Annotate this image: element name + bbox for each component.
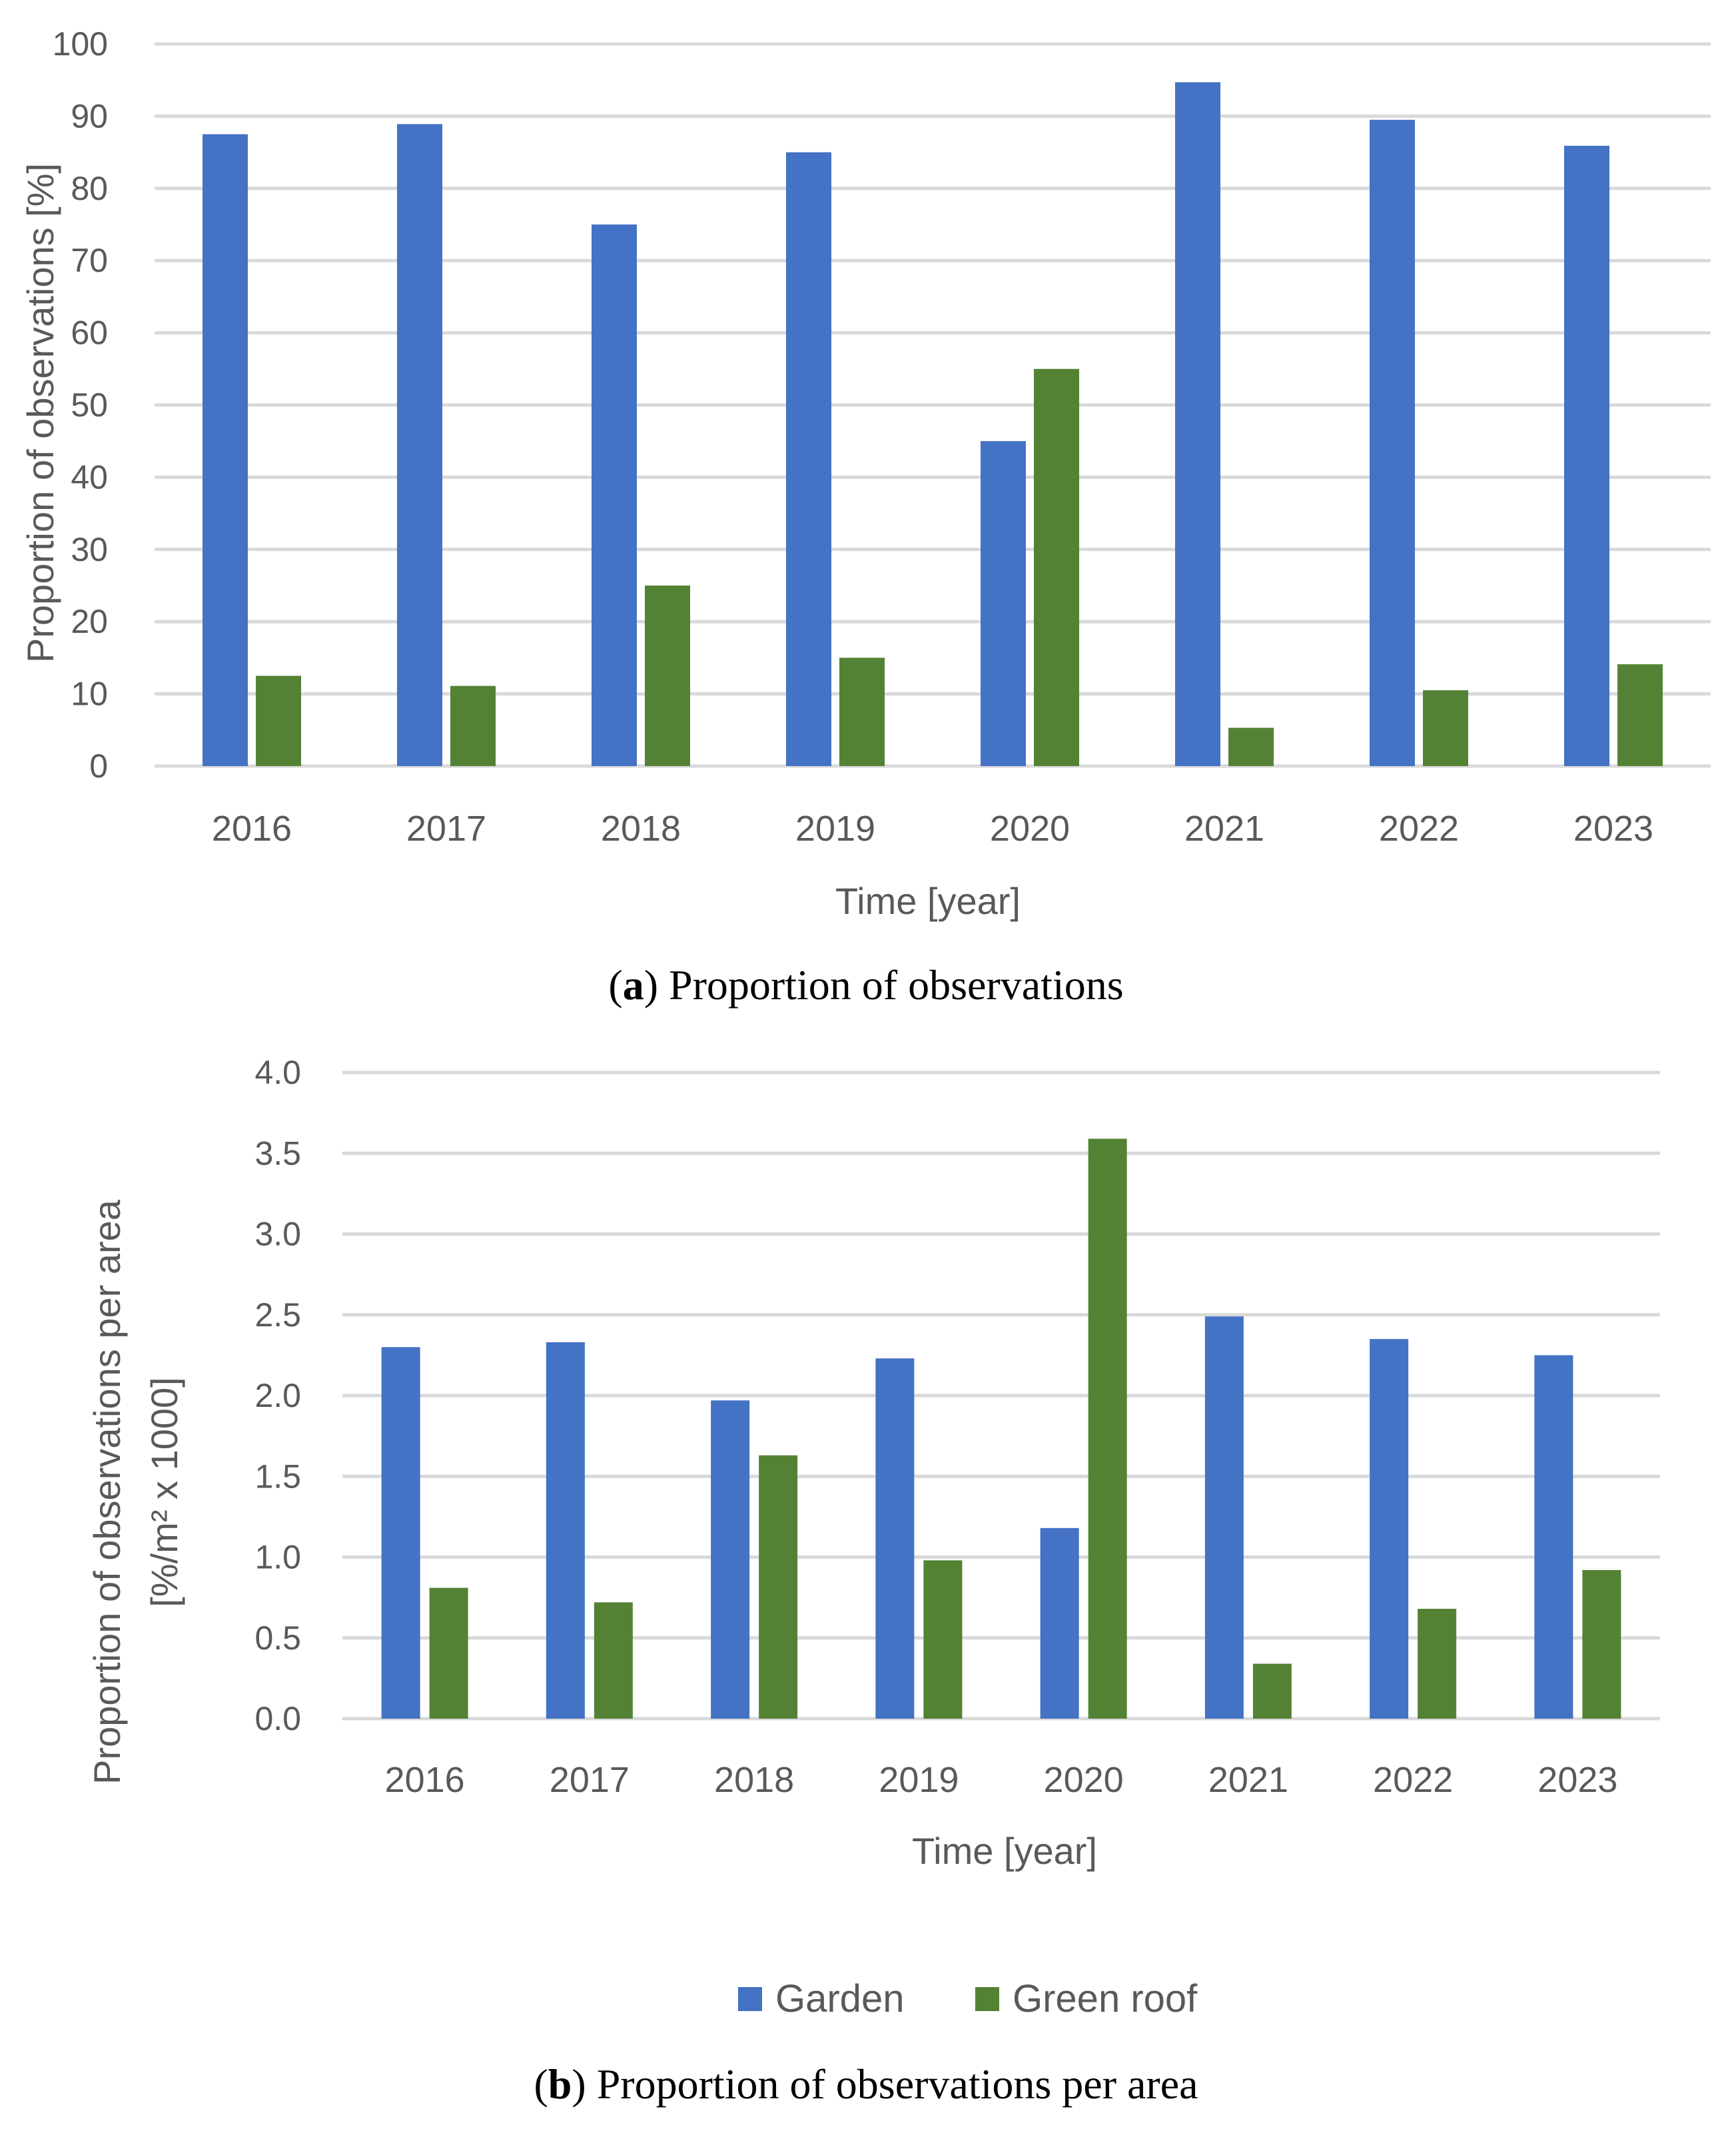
chart-a-bar-green-roof-2018 (645, 586, 690, 766)
chart-a-caption-text: Proportion of observations (669, 961, 1124, 1009)
chart-a-bar-green-roof-2020 (1034, 368, 1079, 766)
chart-a-x-tick-2020: 2020 (990, 809, 1070, 849)
chart-a-x-tick-2019: 2019 (795, 809, 875, 849)
chart-b-x-tick-2021: 2021 (1208, 1760, 1288, 1800)
chart-b-y-tick-2.0: 2.0 (254, 1377, 301, 1414)
chart-b-x-tick-2019: 2019 (879, 1760, 959, 1800)
chart-b-bar-garden-2020 (1040, 1527, 1079, 1719)
chart-b-x-tick-2017: 2017 (550, 1760, 630, 1800)
chart-b-caption-letter: b (548, 2060, 572, 2108)
chart-b-x-tick-2023: 2023 (1537, 1760, 1617, 1800)
chart-a-x-tick-2018: 2018 (601, 809, 681, 849)
legend-swatch-green-roof (975, 1987, 999, 2011)
chart-b-x-tick-2022: 2022 (1373, 1760, 1453, 1800)
legend-label-garden: Garden (775, 1977, 904, 2020)
chart-a-y-tick-10: 10 (71, 675, 108, 713)
chart-a-y-tick-50: 50 (71, 386, 108, 424)
chart-a-caption: (a) Proportion of observations (608, 961, 1123, 1009)
chart-a-x-tick-2023: 2023 (1573, 809, 1653, 849)
chart-b-bar-garden-2019 (875, 1358, 915, 1719)
chart-a-bar-garden-2018 (592, 224, 637, 766)
chart-b-bar-green-roof-2016 (429, 1587, 468, 1719)
chart-a-y-tick-labels: 0 10 20 30 40 50 60 70 80 90 100 (53, 25, 108, 785)
chart-a-bar-garden-2016 (203, 134, 248, 766)
chart-b-bar-green-roof-2018 (759, 1455, 798, 1719)
chart-a-bar-green-roof-2017 (450, 685, 496, 766)
chart-b-x-tick-2016: 2016 (385, 1760, 465, 1800)
chart-a-bars (203, 82, 1663, 767)
chart-b-bar-garden-2018 (711, 1400, 750, 1719)
legend: Garden Green roof (738, 1977, 1198, 2020)
chart-a-bar-green-roof-2023 (1617, 664, 1663, 766)
chart-a-y-tick-100: 100 (53, 25, 108, 63)
chart-b-x-tick-2018: 2018 (714, 1760, 794, 1800)
chart-b-y-tick-0.0: 0.0 (254, 1700, 301, 1737)
chart-a-bar-garden-2020 (981, 441, 1026, 766)
chart-a-x-axis-title: Time [year] (835, 880, 1021, 922)
chart-b-x-tick-labels: 2016 2017 2018 2019 2020 2021 2022 2023 (385, 1760, 1618, 1800)
chart-a-gridlines (155, 42, 1711, 768)
chart-b-bar-green-roof-2023 (1582, 1569, 1621, 1719)
chart-b-bar-garden-2021 (1204, 1316, 1244, 1719)
chart-a-caption-letter: a (623, 961, 644, 1009)
chart-a-bar-green-roof-2016 (256, 675, 301, 766)
chart-a-bar-garden-2017 (397, 124, 442, 767)
chart-a-bar-garden-2023 (1564, 145, 1609, 766)
chart-b-bar-green-roof-2017 (594, 1602, 633, 1719)
chart-a-y-tick-60: 60 (71, 314, 108, 352)
chart-b-bar-garden-2023 (1534, 1355, 1573, 1719)
chart-a-bar-garden-2019 (786, 152, 831, 767)
chart-b-y-tick-4.0: 4.0 (254, 1054, 301, 1091)
chart-b-y-axis-title-line1: Proportion of observations per area (86, 1199, 128, 1785)
chart-a-y-tick-0: 0 (89, 747, 108, 785)
chart-a-y-tick-40: 40 (71, 458, 108, 496)
chart-a-x-tick-2021: 2021 (1184, 809, 1264, 849)
chart-a-bar-green-roof-2022 (1423, 690, 1468, 766)
chart-a-y-axis-title: Proportion of observations [%] (19, 163, 61, 663)
chart-a-x-tick-2022: 2022 (1379, 809, 1459, 849)
chart-a-y-tick-90: 90 (71, 97, 108, 135)
chart-b-bars (381, 1138, 1621, 1719)
chart-b-x-axis-title: Time [year] (912, 1830, 1097, 1872)
chart-b: 0.0 0.5 1.0 1.5 2.0 2.5 3.0 3.5 4.0 2016 2017 2018… (86, 1054, 1660, 1872)
chart-b-caption: (b) Proportion of observations per area (534, 2060, 1198, 2108)
chart-a-bar-garden-2022 (1370, 119, 1415, 766)
chart-b-bar-green-roof-2019 (923, 1560, 963, 1719)
chart-a-x-tick-labels: 2016 2017 2018 2019 2020 2021 2022 2023 (212, 809, 1653, 849)
chart-a-y-tick-20: 20 (71, 603, 108, 640)
chart-a-y-tick-30: 30 (71, 531, 108, 568)
chart-b-gridlines (342, 1070, 1660, 1721)
chart-b-x-tick-2020: 2020 (1044, 1760, 1124, 1800)
chart-b-bar-garden-2022 (1370, 1339, 1409, 1719)
chart-b-y-tick-0.5: 0.5 (254, 1619, 301, 1657)
chart-b-y-axis-title: Proportion of observations per area [%/m… (86, 1199, 185, 1785)
chart-a-bar-green-roof-2021 (1228, 727, 1274, 766)
chart-a-x-tick-2017: 2017 (406, 809, 486, 849)
chart-b-y-tick-2.5: 2.5 (254, 1296, 301, 1334)
chart-b-y-tick-1.5: 1.5 (254, 1458, 301, 1495)
chart-b-bar-green-roof-2022 (1418, 1609, 1457, 1719)
chart-a-x-tick-2016: 2016 (212, 809, 292, 849)
chart-b-caption-text: Proportion of observations per area (597, 2060, 1198, 2108)
chart-a-bar-garden-2021 (1175, 82, 1220, 766)
chart-a-y-tick-80: 80 (71, 170, 108, 207)
chart-b-bar-green-roof-2020 (1088, 1138, 1127, 1719)
chart-b-bar-garden-2016 (381, 1347, 420, 1719)
chart-b-bar-green-roof-2021 (1252, 1663, 1292, 1719)
chart-a-y-tick-70: 70 (71, 242, 108, 279)
chart-b-y-tick-3.0: 3.0 (254, 1216, 301, 1253)
chart-b-y-tick-1.0: 1.0 (254, 1539, 301, 1576)
chart-a-bar-green-roof-2019 (839, 657, 885, 766)
chart-b-y-axis-title-line2: [%/m² x 1000] (143, 1377, 185, 1607)
legend-swatch-garden (738, 1987, 762, 2011)
legend-label-green-roof: Green roof (1013, 1977, 1198, 2020)
chart-b-bar-garden-2017 (546, 1342, 585, 1719)
chart-b-y-tick-3.5: 3.5 (254, 1134, 301, 1172)
chart-b-y-tick-labels: 0.0 0.5 1.0 1.5 2.0 2.5 3.0 3.5 4.0 (254, 1054, 301, 1737)
